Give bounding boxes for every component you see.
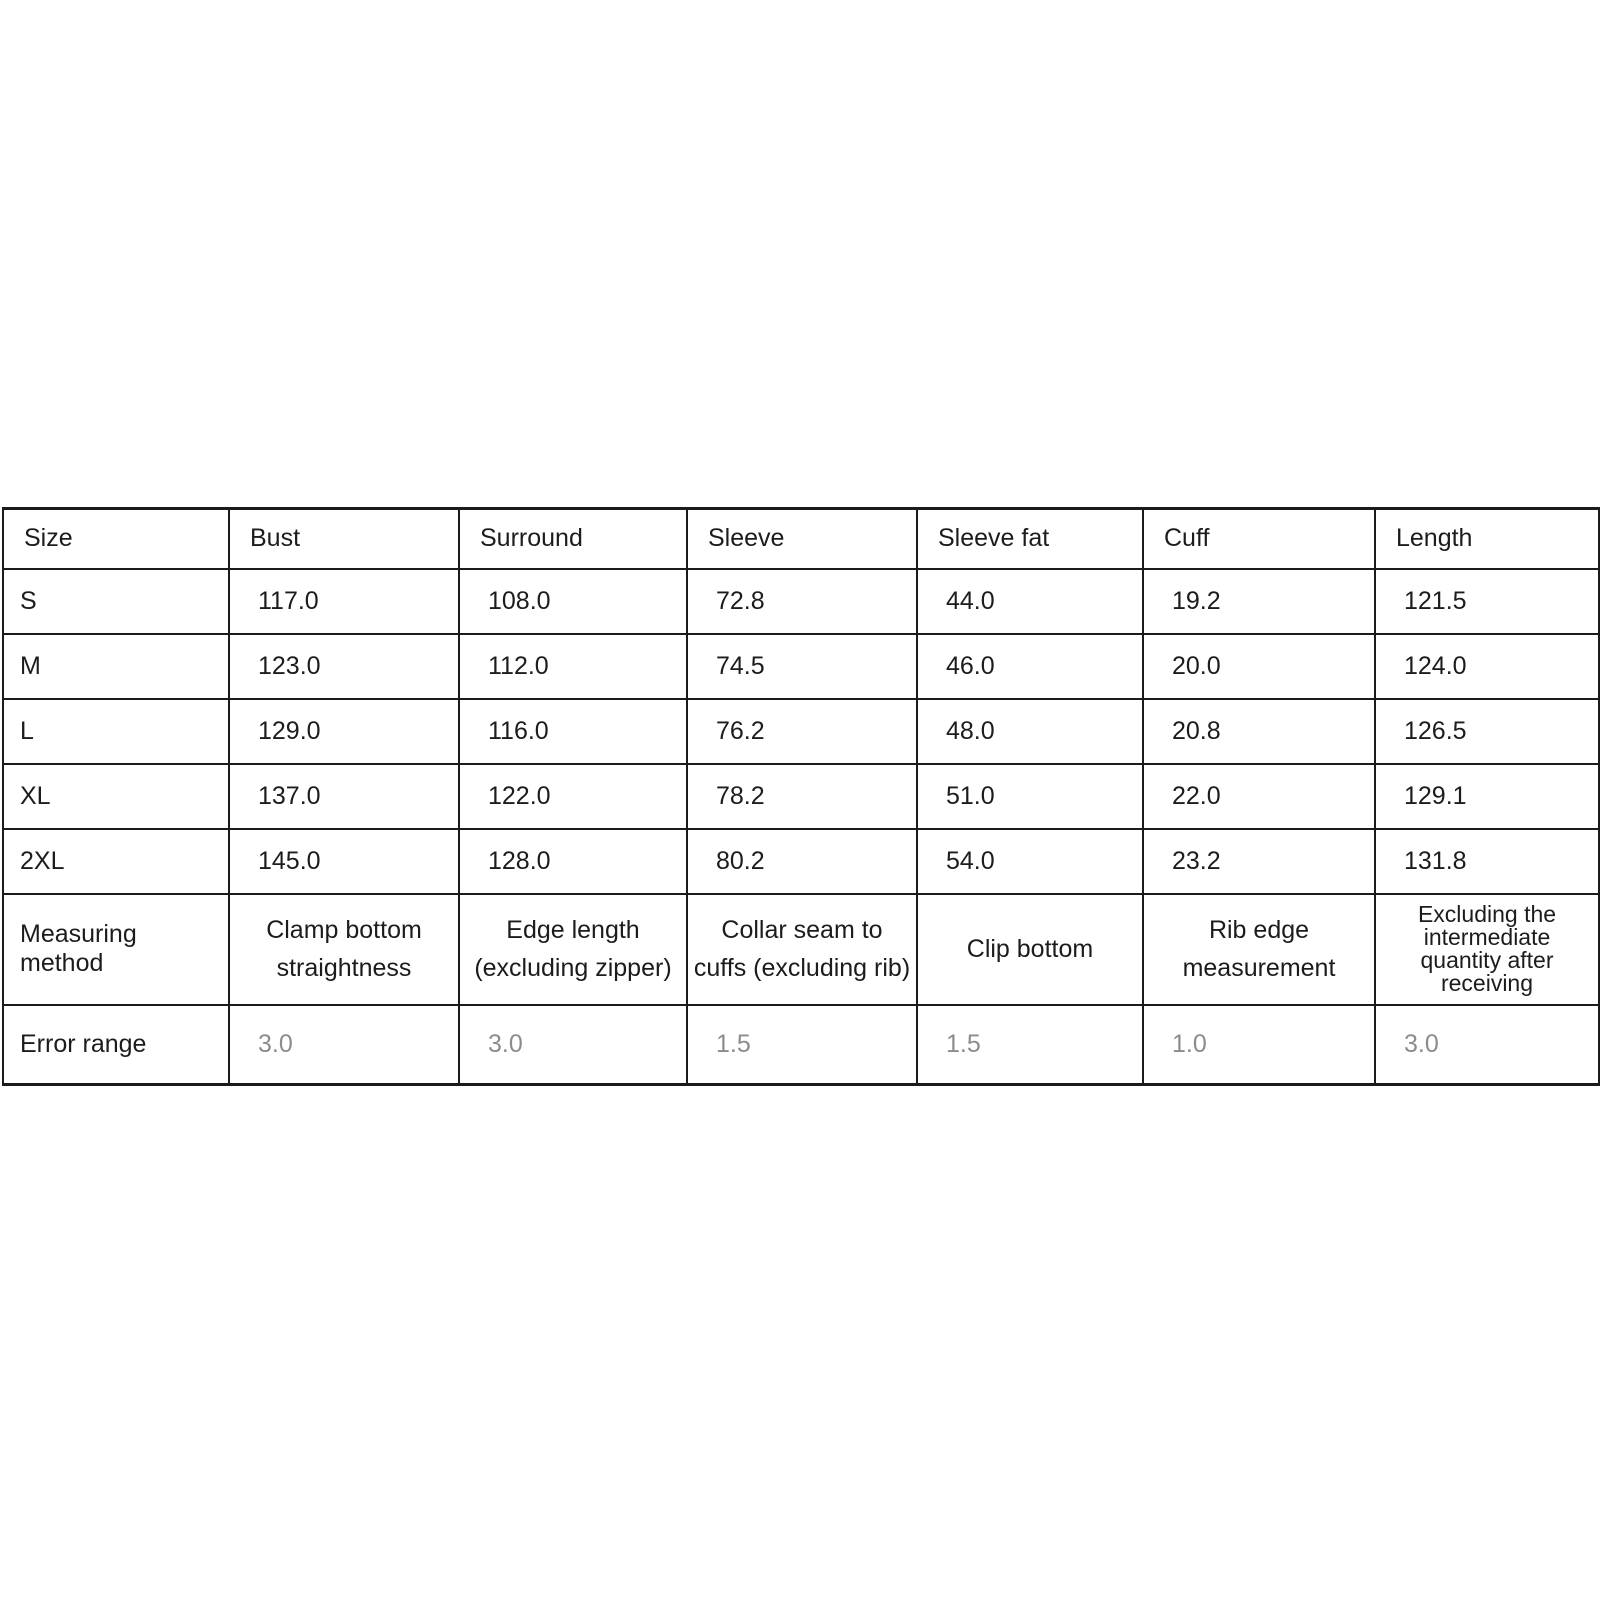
measurement-cell: 76.2 <box>686 697 918 765</box>
error-range-cell: 3.0 <box>458 1003 688 1086</box>
measurement-cell: 108.0 <box>458 567 688 635</box>
measurement-cell: 129.0 <box>228 697 460 765</box>
measurement-cell: 117.0 <box>228 567 460 635</box>
measurement-cell: 121.5 <box>1374 567 1600 635</box>
measurement-cell: 72.8 <box>686 567 918 635</box>
method-cell-length: Excluding the intermediate quantity afte… <box>1374 892 1600 1006</box>
error-range-label: Error range <box>2 1003 230 1086</box>
method-cell-surround: Edge length (excluding zipper) <box>458 892 688 1006</box>
measurement-cell: 131.8 <box>1374 827 1600 895</box>
size-label: S <box>2 567 230 635</box>
measurement-cell: 20.0 <box>1142 632 1376 700</box>
measurement-cell: 126.5 <box>1374 697 1600 765</box>
measurement-cell: 129.1 <box>1374 762 1600 830</box>
table-row-l: L 129.0 116.0 76.2 48.0 20.8 126.5 <box>2 697 1600 765</box>
measurement-cell: 19.2 <box>1142 567 1376 635</box>
error-range-cell: 1.0 <box>1142 1003 1376 1086</box>
measurement-cell: 78.2 <box>686 762 918 830</box>
table-row-2xl: 2XL 145.0 128.0 80.2 54.0 23.2 131.8 <box>2 827 1600 895</box>
method-cell-bust: Clamp bottom straightness <box>228 892 460 1006</box>
table-row-xl: XL 137.0 122.0 78.2 51.0 22.0 129.1 <box>2 762 1600 830</box>
table-row-m: M 123.0 112.0 74.5 46.0 20.0 124.0 <box>2 632 1600 700</box>
column-header-length: Length <box>1374 507 1600 570</box>
measuring-method-row: Measuring method Clamp bottom straightne… <box>2 892 1600 1006</box>
size-label: L <box>2 697 230 765</box>
measurement-cell: 54.0 <box>916 827 1144 895</box>
measurement-cell: 122.0 <box>458 762 688 830</box>
measurement-cell: 46.0 <box>916 632 1144 700</box>
method-cell-sleeve-fat: Clip bottom <box>916 892 1144 1006</box>
measurement-cell: 116.0 <box>458 697 688 765</box>
measurement-cell: 74.5 <box>686 632 918 700</box>
measurement-cell: 137.0 <box>228 762 460 830</box>
column-header-sleeve: Sleeve <box>686 507 918 570</box>
size-label: 2XL <box>2 827 230 895</box>
size-label: XL <box>2 762 230 830</box>
column-header-sleeve-fat: Sleeve fat <box>916 507 1144 570</box>
method-cell-sleeve: Collar seam to cuffs (excluding rib) <box>686 892 918 1006</box>
size-chart: Size Bust Surround Sleeve Sleeve fat Cuf… <box>2 507 1600 1086</box>
column-header-surround: Surround <box>458 507 688 570</box>
column-header-cuff: Cuff <box>1142 507 1376 570</box>
measurement-cell: 48.0 <box>916 697 1144 765</box>
table-row-s: S 117.0 108.0 72.8 44.0 19.2 121.5 <box>2 567 1600 635</box>
method-cell-cuff: Rib edge measurement <box>1142 892 1376 1006</box>
error-range-cell: 3.0 <box>228 1003 460 1086</box>
error-range-cell: 1.5 <box>916 1003 1144 1086</box>
measurement-cell: 128.0 <box>458 827 688 895</box>
measurement-cell: 80.2 <box>686 827 918 895</box>
column-header-size: Size <box>2 507 230 570</box>
error-range-cell: 1.5 <box>686 1003 918 1086</box>
size-label: M <box>2 632 230 700</box>
measurement-cell: 145.0 <box>228 827 460 895</box>
measurement-cell: 44.0 <box>916 567 1144 635</box>
measurement-cell: 123.0 <box>228 632 460 700</box>
error-range-row: Error range 3.0 3.0 1.5 1.5 1.0 3.0 <box>2 1003 1600 1086</box>
measurement-cell: 51.0 <box>916 762 1144 830</box>
measurement-cell: 112.0 <box>458 632 688 700</box>
measurement-cell: 124.0 <box>1374 632 1600 700</box>
error-range-cell: 3.0 <box>1374 1003 1600 1086</box>
measuring-method-label: Measuring method <box>2 892 230 1006</box>
table-header-row: Size Bust Surround Sleeve Sleeve fat Cuf… <box>2 507 1600 570</box>
measurement-cell: 20.8 <box>1142 697 1376 765</box>
size-chart-table: Size Bust Surround Sleeve Sleeve fat Cuf… <box>2 507 1600 1086</box>
column-header-bust: Bust <box>228 507 460 570</box>
measurement-cell: 23.2 <box>1142 827 1376 895</box>
measurement-cell: 22.0 <box>1142 762 1376 830</box>
